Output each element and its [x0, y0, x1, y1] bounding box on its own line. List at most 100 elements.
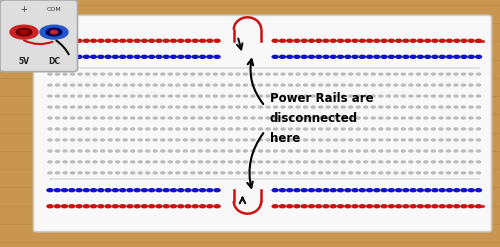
Circle shape — [105, 189, 111, 192]
Circle shape — [266, 117, 270, 119]
Circle shape — [274, 139, 278, 141]
Circle shape — [168, 117, 172, 119]
Circle shape — [345, 39, 351, 42]
Circle shape — [386, 139, 390, 141]
Circle shape — [266, 73, 270, 75]
Circle shape — [161, 117, 165, 119]
Circle shape — [348, 128, 352, 130]
Circle shape — [236, 95, 240, 97]
Circle shape — [47, 189, 53, 192]
Circle shape — [206, 128, 210, 130]
Circle shape — [62, 205, 68, 208]
Circle shape — [170, 39, 176, 42]
Circle shape — [116, 172, 119, 174]
Circle shape — [191, 139, 195, 141]
Circle shape — [341, 84, 345, 86]
Circle shape — [258, 150, 262, 152]
Circle shape — [311, 106, 315, 108]
Circle shape — [176, 117, 180, 119]
Circle shape — [372, 73, 376, 75]
Circle shape — [176, 84, 180, 86]
Circle shape — [476, 55, 482, 58]
Circle shape — [345, 205, 351, 208]
Circle shape — [138, 128, 142, 130]
Circle shape — [462, 128, 466, 130]
Circle shape — [251, 106, 255, 108]
Circle shape — [228, 73, 232, 75]
Circle shape — [402, 84, 406, 86]
Circle shape — [98, 39, 104, 42]
Circle shape — [168, 106, 172, 108]
Circle shape — [348, 150, 352, 152]
Circle shape — [345, 189, 351, 192]
Circle shape — [146, 139, 150, 141]
Circle shape — [93, 150, 97, 152]
Circle shape — [207, 39, 213, 42]
Circle shape — [364, 150, 368, 152]
Circle shape — [379, 128, 383, 130]
Circle shape — [266, 150, 270, 152]
Circle shape — [86, 150, 89, 152]
Circle shape — [274, 95, 278, 97]
Circle shape — [388, 189, 394, 192]
Circle shape — [281, 139, 285, 141]
Circle shape — [191, 117, 195, 119]
Circle shape — [70, 161, 74, 163]
Circle shape — [394, 84, 398, 86]
Circle shape — [288, 95, 292, 97]
Circle shape — [432, 161, 436, 163]
Circle shape — [394, 172, 398, 174]
Circle shape — [454, 84, 458, 86]
Circle shape — [170, 205, 176, 208]
Circle shape — [334, 139, 338, 141]
Circle shape — [439, 161, 443, 163]
Circle shape — [356, 172, 360, 174]
Circle shape — [381, 39, 387, 42]
Circle shape — [296, 150, 300, 152]
Circle shape — [134, 39, 140, 42]
Circle shape — [178, 205, 184, 208]
Circle shape — [334, 95, 338, 97]
Circle shape — [454, 128, 458, 130]
Circle shape — [372, 84, 376, 86]
Circle shape — [418, 189, 424, 192]
Circle shape — [416, 95, 420, 97]
Circle shape — [311, 95, 315, 97]
Circle shape — [388, 39, 394, 42]
Circle shape — [311, 128, 315, 130]
Circle shape — [138, 150, 142, 152]
Circle shape — [40, 25, 68, 39]
Circle shape — [388, 205, 394, 208]
Circle shape — [20, 30, 28, 34]
Circle shape — [311, 84, 315, 86]
Text: +: + — [20, 5, 28, 14]
Circle shape — [274, 150, 278, 152]
Circle shape — [108, 172, 112, 174]
Circle shape — [416, 150, 420, 152]
Circle shape — [168, 139, 172, 141]
Circle shape — [148, 189, 154, 192]
Circle shape — [130, 161, 134, 163]
Circle shape — [469, 172, 473, 174]
Circle shape — [93, 84, 97, 86]
Circle shape — [416, 161, 420, 163]
Circle shape — [198, 139, 202, 141]
Circle shape — [424, 39, 430, 42]
Circle shape — [432, 84, 436, 86]
Circle shape — [228, 128, 232, 130]
Circle shape — [48, 84, 52, 86]
Circle shape — [296, 117, 300, 119]
Circle shape — [163, 189, 169, 192]
Circle shape — [258, 106, 262, 108]
Circle shape — [326, 84, 330, 86]
Circle shape — [178, 189, 184, 192]
Circle shape — [294, 55, 300, 58]
Circle shape — [341, 172, 345, 174]
Circle shape — [294, 189, 300, 192]
Circle shape — [462, 161, 466, 163]
Circle shape — [134, 205, 140, 208]
Circle shape — [386, 95, 390, 97]
Circle shape — [469, 117, 473, 119]
Circle shape — [476, 39, 482, 42]
Circle shape — [316, 55, 322, 58]
